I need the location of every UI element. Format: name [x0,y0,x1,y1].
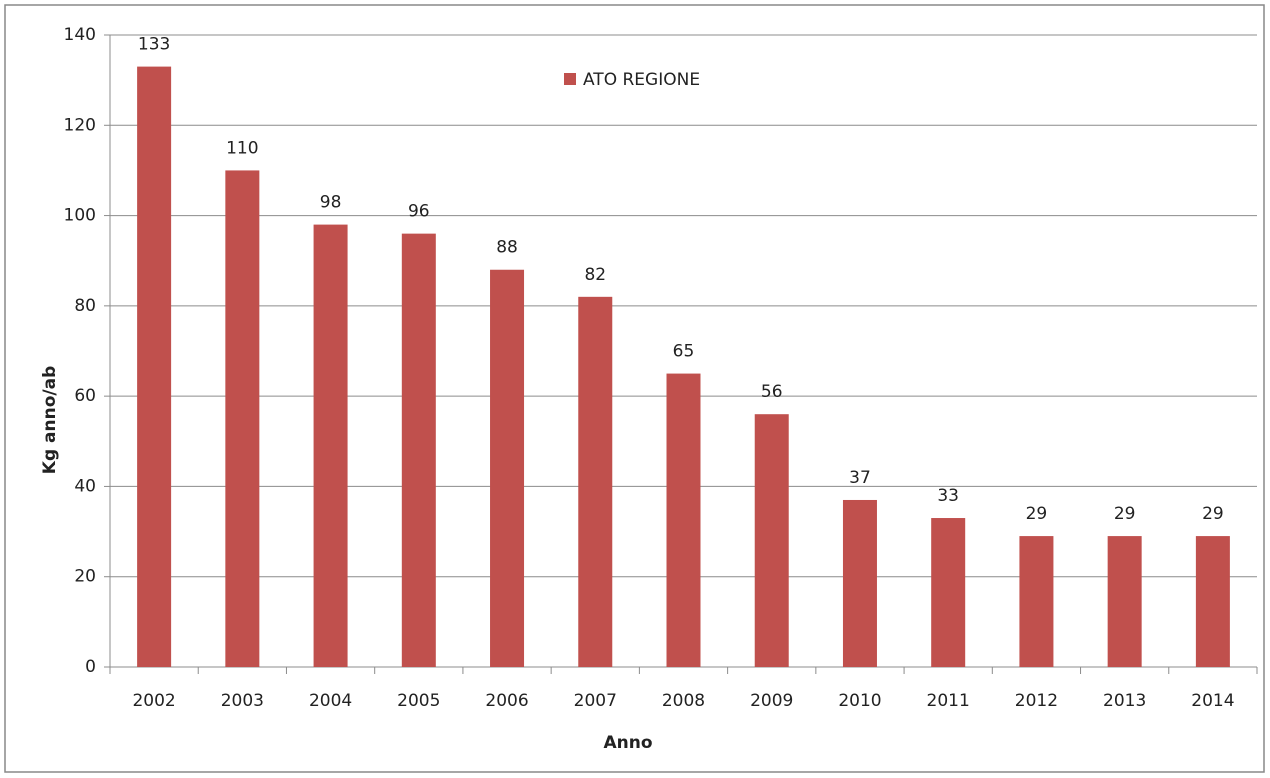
bar [313,224,348,667]
x-tick-label: 2012 [1015,691,1058,711]
data-label: 29 [1026,504,1048,524]
data-label: 37 [849,468,871,488]
x-tick-label: 2003 [221,691,264,711]
y-tick-label: 20 [74,567,96,587]
data-label: 33 [937,486,959,506]
y-tick-label: 0 [85,657,96,677]
bar [490,269,525,667]
bar [931,518,966,667]
x-tick-label: 2006 [485,691,528,711]
data-label: 65 [673,342,695,362]
y-tick-label: 140 [64,25,96,45]
y-tick-label: 60 [74,386,96,406]
data-label: 96 [408,202,430,222]
bar [1195,536,1230,667]
x-tick-label: 2008 [662,691,705,711]
data-label: 56 [761,382,783,402]
bar [754,414,789,667]
x-tick-label: 2011 [927,691,970,711]
bar [842,499,877,667]
legend-label: ATO REGIONE [583,70,700,90]
data-label: 98 [320,193,342,213]
chart-frame [4,4,1265,773]
bar [401,233,436,667]
data-label: 29 [1202,504,1224,524]
x-tick-label: 2004 [309,691,352,711]
y-tick-label: 40 [74,476,96,496]
data-label: 88 [496,238,518,258]
x-tick-label: 2009 [750,691,793,711]
data-label: 82 [584,265,606,285]
x-tick-label: 2005 [397,691,440,711]
bar [137,66,172,668]
bar [578,296,613,667]
data-label: 133 [138,35,170,55]
x-tick-label: 2010 [838,691,881,711]
bar [1107,536,1142,667]
bar [666,373,701,667]
data-label: 110 [226,138,258,158]
x-tick-label: 2014 [1191,691,1234,711]
bar [1019,536,1054,667]
y-tick-label: 100 [64,206,96,226]
legend-swatch [564,73,576,85]
y-tick-label: 80 [74,296,96,316]
y-axis-title: Kg anno/ab [40,366,60,474]
data-label: 29 [1114,504,1136,524]
x-tick-label: 2013 [1103,691,1146,711]
x-axis-title: Anno [603,733,652,753]
bar [225,170,260,667]
y-tick-label: 120 [64,115,96,135]
x-tick-label: 2007 [574,691,617,711]
x-tick-label: 2002 [132,691,175,711]
